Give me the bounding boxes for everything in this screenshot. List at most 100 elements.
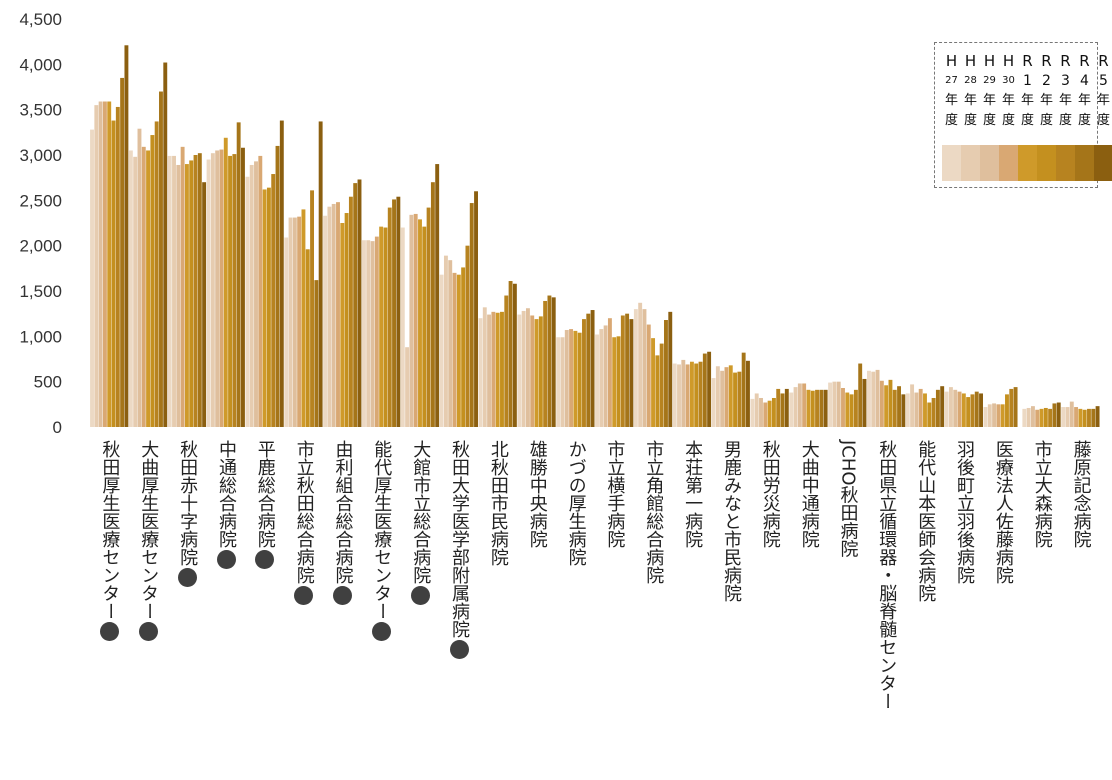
bar	[215, 150, 220, 427]
bar	[418, 219, 422, 427]
bar	[551, 297, 556, 427]
bar	[776, 388, 781, 427]
bar	[344, 213, 349, 427]
bar	[491, 311, 496, 427]
bar	[357, 179, 362, 427]
category-label: 能代厚生医療センター	[369, 440, 393, 641]
category-label: 中通総合病院	[214, 440, 238, 569]
bar	[871, 371, 876, 427]
bar	[784, 388, 789, 427]
bar	[836, 381, 841, 427]
bar	[236, 122, 241, 428]
bar	[1005, 394, 1009, 427]
bar	[1082, 409, 1087, 427]
bar	[327, 206, 332, 427]
bar	[400, 227, 405, 427]
bar	[720, 370, 725, 427]
legend-entry-text: 度	[1039, 113, 1053, 128]
y-tick-label: 3,500	[19, 101, 62, 120]
legend-entry-text: 27	[945, 75, 958, 86]
bar	[305, 249, 310, 427]
bar	[655, 355, 660, 427]
bar	[474, 191, 478, 427]
bar	[867, 370, 871, 427]
legend-entry-text: 29	[983, 75, 996, 86]
bar	[271, 174, 276, 427]
bar	[741, 352, 746, 427]
bar	[1043, 407, 1048, 427]
bar	[184, 164, 189, 427]
category-name: 男鹿みなと市民病院	[721, 440, 742, 602]
bar	[508, 281, 513, 427]
category-label: かづの厚生病院	[564, 440, 588, 566]
bar	[348, 196, 353, 427]
y-tick-label: 2,500	[19, 191, 62, 210]
bar	[517, 314, 522, 427]
category-marker	[333, 586, 352, 605]
bar	[845, 392, 850, 427]
legend-entry-text: 4	[1080, 73, 1089, 89]
bar	[918, 388, 923, 427]
bar	[241, 147, 245, 427]
bar	[487, 314, 492, 427]
bar	[910, 384, 915, 427]
bar	[111, 120, 116, 428]
bar	[456, 274, 461, 427]
bar	[638, 302, 643, 427]
legend-swatch	[1094, 145, 1112, 181]
bar	[504, 295, 509, 427]
bar	[452, 272, 457, 427]
bar	[249, 164, 254, 427]
category-label: 秋田大学医学部附属病院	[447, 440, 471, 659]
category-label: 秋田赤十字病院	[175, 440, 199, 587]
bar	[858, 363, 863, 427]
bar	[197, 153, 202, 427]
bar	[172, 155, 176, 427]
bar	[603, 325, 608, 427]
category-name: 秋田県立循環器・脳脊髄センター	[876, 440, 898, 710]
bar	[512, 283, 517, 427]
category-name: 北秋田市民病院	[487, 440, 509, 566]
bar	[102, 101, 107, 427]
bar	[556, 337, 561, 427]
category-name: 能代山本医師会病院	[915, 440, 937, 602]
y-tick-label: 4,000	[19, 55, 62, 74]
bar	[258, 155, 263, 427]
legend-entry-text: H	[983, 52, 996, 70]
bar	[392, 199, 396, 427]
bar	[983, 407, 988, 427]
bar	[931, 397, 936, 427]
legend-entry-text: 5	[1099, 73, 1108, 89]
bar	[953, 389, 958, 427]
legend-swatch	[1018, 145, 1037, 181]
bar	[426, 207, 431, 427]
bar	[159, 91, 163, 427]
bar	[128, 150, 133, 427]
bar	[707, 351, 712, 427]
legend-entry-text: 年	[1058, 93, 1072, 108]
category-name: 中通総合病院	[216, 440, 237, 548]
bar	[664, 320, 668, 427]
bar	[586, 313, 591, 427]
category-marker	[138, 622, 158, 641]
category-label: 北秋田市民病院	[486, 440, 510, 566]
bar	[944, 391, 949, 427]
category-label: 市立秋田総合病院	[292, 440, 316, 605]
bar	[620, 315, 625, 427]
legend-entry-text: H	[945, 52, 958, 70]
bar	[314, 280, 319, 427]
bar	[711, 378, 716, 427]
bar	[133, 156, 138, 427]
category-label: 市立大森病院	[1030, 440, 1054, 548]
bar	[1065, 407, 1070, 427]
bar	[193, 155, 198, 427]
bar	[163, 62, 168, 428]
legend-entry: R 1 年度	[1018, 51, 1037, 131]
bar	[590, 310, 595, 427]
category-label: 大曲中通病院	[797, 440, 821, 548]
bar	[750, 398, 755, 427]
bar	[176, 164, 181, 427]
category-name: 能代厚生医療センター	[371, 440, 393, 620]
legend-entry-text: 年	[1001, 93, 1015, 108]
